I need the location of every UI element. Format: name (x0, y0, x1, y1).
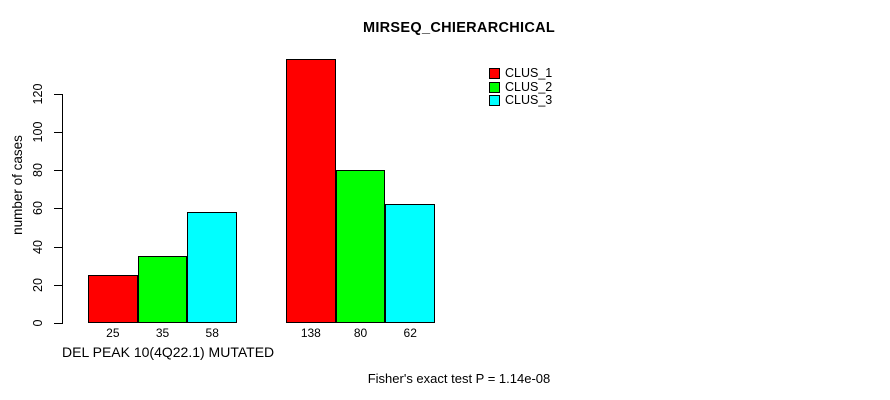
y-axis-tick (54, 131, 62, 133)
y-axis-tick-label: 60 (31, 201, 45, 216)
bar-clus-2-group-1 (137, 256, 188, 323)
y-axis-tick (54, 208, 62, 210)
legend-swatch (489, 94, 500, 106)
legend-label: CLUS_3 (505, 92, 553, 107)
y-axis-tick-label: 100 (31, 121, 45, 143)
bar-clus-2-group-2 (335, 170, 386, 323)
legend-item-clus-3: CLUS_3 (489, 92, 553, 107)
y-axis-tick-label: 120 (31, 83, 45, 104)
bar-value-label: 80 (353, 326, 368, 340)
bar-value-label: 62 (403, 326, 417, 340)
y-axis-tick-label: 40 (31, 239, 45, 254)
legend-swatch (489, 68, 500, 80)
bar-clus-1-group-1 (88, 275, 138, 323)
y-axis-tick (54, 284, 62, 286)
y-axis-tick-label: 0 (31, 319, 45, 327)
y-axis-tick-label: 20 (31, 277, 45, 292)
bar-value-label: 25 (106, 326, 120, 340)
bar-clus-1-group-2 (286, 59, 336, 323)
y-axis-line (62, 93, 63, 324)
bar-value-label: 35 (155, 326, 170, 340)
bar-value-label: 138 (300, 326, 321, 340)
bar-value-label: 58 (205, 326, 219, 340)
legend-item-clus-1: CLUS_1 (489, 67, 552, 80)
bar-clus-3-group-1 (187, 212, 238, 323)
chart-title: MIRSEQ_CHIERARCHICAL (362, 20, 556, 36)
bar-clus-3-group-2 (385, 204, 436, 323)
fisher-test-annotation: Fisher's exact test P = 1.14e-08 (367, 371, 551, 386)
y-axis-tick-label: 80 (31, 163, 45, 177)
x-axis-label: DEL PEAK 10(4Q22.1) MUTATED (62, 344, 275, 360)
legend-label: CLUS_1 (505, 66, 553, 81)
legend-swatch (489, 81, 500, 93)
legend-item-clus-2: CLUS_2 (489, 80, 552, 93)
y-axis-tick (54, 323, 62, 324)
y-axis-tick (54, 246, 62, 248)
y-axis-tick (54, 170, 62, 171)
legend-label: CLUS_2 (505, 79, 553, 94)
y-axis-tick (54, 93, 62, 95)
legend: CLUS_1 CLUS_2 CLUS_3 (489, 67, 552, 107)
